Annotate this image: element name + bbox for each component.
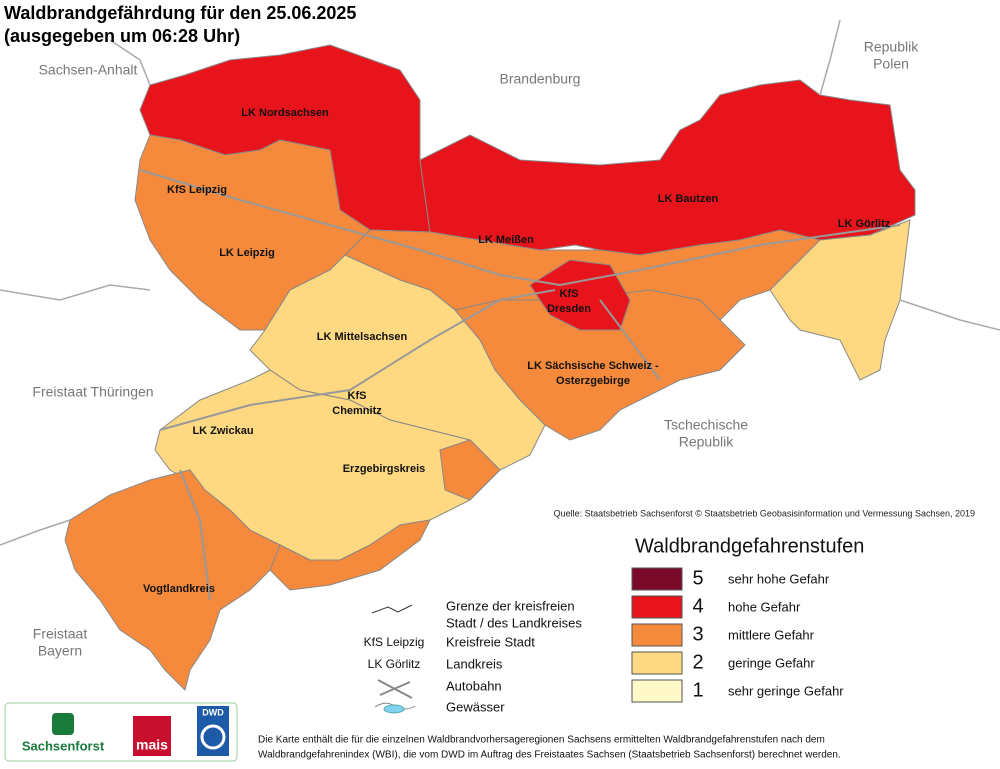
symbol-label: Autobahn (446, 678, 502, 693)
region (769, 219, 911, 381)
district-label: KfS Leipzig (167, 184, 227, 196)
district-label: KfS (560, 288, 579, 300)
motorway (139, 169, 901, 287)
motorways (139, 169, 901, 601)
district-label: Dresden (547, 303, 591, 315)
border (0, 284, 151, 301)
legend-swatch (631, 679, 683, 703)
logo-text: Sachsenforst (22, 738, 105, 753)
district-label: LK Görlitz (838, 218, 891, 230)
district-label: LK Mittelsachsen (317, 331, 408, 343)
logo-text: mais (136, 737, 168, 753)
symbol-label: Landkreis (446, 656, 503, 671)
motorway-symbol (377, 679, 413, 699)
border (109, 39, 151, 86)
region (269, 519, 431, 591)
neighbor-label: Freistaat (33, 626, 88, 642)
logo-icon (200, 724, 226, 750)
district-label: Osterzgebirge (556, 375, 630, 387)
outer-borders (0, 19, 1000, 546)
neighbor-label: Tschechische (664, 417, 748, 433)
legend-label: hohe Gefahr (728, 599, 801, 614)
district-label: LK Meißen (478, 234, 534, 246)
neighbor-label: Sachsen-Anhalt (39, 62, 138, 78)
district-label: KfS (348, 390, 367, 402)
legend: 5 sehr hohe Gefahr 4 hohe Gefahr 3 mittlere G… (631, 567, 844, 703)
logo-icon (133, 716, 171, 756)
legend-level: 4 (692, 595, 703, 617)
footnote: Die Karte enthält die für die einzelnen … (258, 735, 825, 746)
legend-level: 5 (692, 567, 703, 589)
district-label: LK Leipzig (219, 247, 275, 259)
motorway (179, 469, 211, 601)
source: Quelle: Staatsbetrieb Sachsenforst © Sta… (554, 508, 975, 518)
footnote: Waldbrandgefahrenindex (WBI), die vom DW… (258, 750, 841, 761)
legend-swatch (631, 623, 683, 647)
symbol-label: Stadt / des Landkreises (446, 615, 582, 630)
border-symbol (371, 604, 413, 614)
symbol-label: Gewässer (446, 699, 505, 714)
legend-label: sehr hohe Gefahr (728, 571, 830, 586)
symbol-example: KfS Leipzig (364, 635, 425, 649)
legend-level: 3 (692, 623, 703, 645)
legend-swatch (631, 595, 683, 619)
border (899, 299, 1000, 331)
district-label: LK Nordsachsen (241, 107, 329, 119)
district-label: LK Zwickau (192, 425, 253, 437)
region (439, 439, 501, 501)
subtitle: (ausgegeben um 06:28 Uhr) (4, 26, 240, 46)
region (64, 469, 281, 691)
legend-level: 2 (692, 651, 703, 673)
district-label: Vogtlandkreis (143, 583, 215, 595)
water-symbol (383, 704, 405, 714)
neighbor-label: Bayern (38, 643, 82, 659)
neighbor-label: Freistaat Thüringen (32, 384, 153, 400)
district-label: Chemnitz (332, 405, 382, 417)
neighbor-label: Republik (864, 39, 919, 55)
symbol-label: Grenze der kreisfreien (446, 598, 575, 613)
logo-text: DWD (202, 707, 224, 717)
regions (64, 44, 916, 691)
legend-swatch (631, 567, 683, 591)
motorway (599, 299, 661, 381)
border (819, 19, 841, 96)
neighbor-label: Polen (873, 56, 909, 72)
legend-swatch (631, 651, 683, 675)
district-label: LK Sächsische Schweiz - (527, 360, 659, 372)
border (0, 519, 71, 546)
legend-label: geringe Gefahr (728, 655, 815, 670)
legend-label: mittlere Gefahr (728, 627, 815, 642)
symbol-example: LK Görlitz (368, 657, 421, 671)
district-label: LK Bautzen (658, 193, 719, 205)
legend-label: sehr geringe Gefahr (728, 683, 844, 698)
labels: Sachsen-AnhaltBrandenburgRepublikPolenFr… (32, 39, 919, 659)
legend-level: 1 (692, 679, 703, 701)
symbol-label: Kreisfreie Stadt (446, 634, 535, 649)
title: Waldbrandgefährdung für den 25.06.2025 (4, 3, 356, 23)
neighbor-label: Republik (679, 434, 734, 450)
symbol-legend: Grenze der kreisfreien Stadt / des Landk… (364, 598, 583, 714)
legend-title: Waldbrandgefahrenstufen (635, 535, 864, 557)
motorway (159, 289, 556, 431)
logo-icon (52, 713, 74, 735)
district-label: Erzgebirgskreis (343, 463, 426, 475)
neighbor-label: Brandenburg (500, 71, 581, 87)
